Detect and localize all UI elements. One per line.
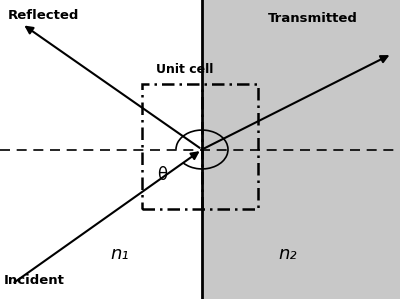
Text: n₂: n₂ xyxy=(279,245,297,263)
Text: θ: θ xyxy=(157,166,167,184)
Bar xyxy=(142,84,258,209)
Bar xyxy=(0,0,202,299)
Text: Reflected: Reflected xyxy=(8,9,79,22)
Bar xyxy=(202,0,400,299)
Text: Unit cell: Unit cell xyxy=(156,63,213,76)
Text: Transmitted: Transmitted xyxy=(268,12,358,25)
Text: Incident: Incident xyxy=(4,274,65,287)
Text: n₁: n₁ xyxy=(111,245,129,263)
